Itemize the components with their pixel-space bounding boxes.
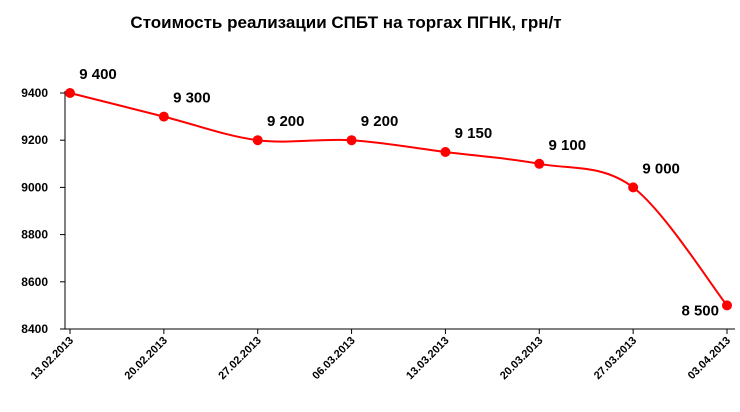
y-tick-label: 8400 (21, 322, 48, 336)
data-label: 9 200 (267, 113, 305, 130)
y-tick-label: 9000 (21, 180, 48, 194)
chart-title: Стоимость реализации СПБТ на торгах ПГНК… (130, 13, 561, 32)
data-labels: 9 400 9 300 9 200 9 200 9 150 9 100 9 000 8 500 (79, 66, 719, 319)
data-label: 9 150 (455, 125, 493, 142)
data-label: 9 300 (173, 90, 211, 107)
data-point (722, 300, 732, 311)
data-label: 9 400 (79, 66, 117, 83)
series-line-group (69, 92, 728, 307)
x-tick-label: 27.03.2013 (592, 335, 639, 382)
axes (64, 91, 735, 330)
y-tick-label: 8600 (21, 275, 48, 289)
x-tick-label: 20.02.2013 (123, 335, 170, 382)
x-tick-label: 27.02.2013 (216, 335, 263, 382)
data-label: 8 500 (681, 302, 719, 319)
x-tick-label: 13.02.2013 (29, 335, 76, 382)
data-point (158, 111, 169, 122)
data-point (534, 158, 545, 169)
data-label: 9 100 (549, 137, 587, 154)
y-axis-ticks: 8400 8600 8800 9000 9200 9400 (21, 86, 65, 336)
data-points (65, 88, 732, 311)
data-point (252, 135, 263, 146)
series-line (69, 92, 728, 307)
data-point (346, 135, 357, 146)
x-tick-label: 06.03.2013 (310, 335, 357, 382)
data-point (440, 147, 451, 157)
x-tick-label: 03.04.2013 (686, 335, 733, 382)
data-label: 9 000 (642, 160, 680, 177)
data-point (65, 88, 75, 98)
x-tick-label: 20.03.2013 (498, 335, 545, 382)
x-axis-ticks: 13.02.2013 20.02.2013 27.02.2013 06.03.2013… (29, 329, 733, 382)
data-label: 9 200 (361, 113, 399, 130)
x-tick-label: 13.03.2013 (404, 335, 451, 382)
y-tick-label: 8800 (21, 228, 48, 242)
y-tick-label: 9400 (21, 86, 48, 100)
y-tick-label: 9200 (21, 133, 48, 147)
data-point (628, 182, 639, 193)
